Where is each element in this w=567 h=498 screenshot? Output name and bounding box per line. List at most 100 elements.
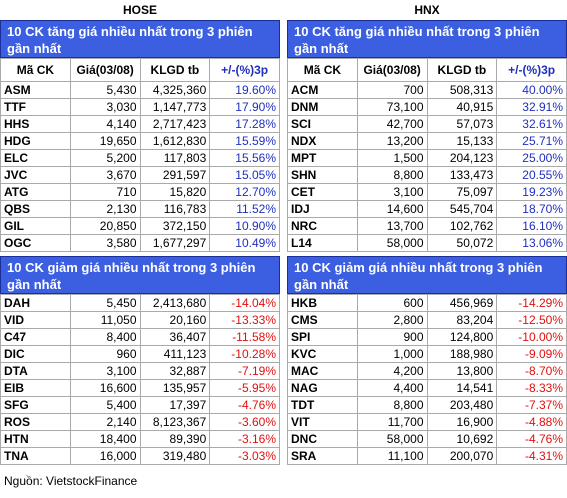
cell: 89,390 bbox=[139, 430, 211, 448]
cell: 2,130 bbox=[69, 200, 141, 218]
cell: 1,500 bbox=[356, 149, 428, 167]
cell: 2,717,423 bbox=[139, 115, 211, 133]
cell: 15,133 bbox=[426, 132, 498, 150]
table-row: ELC 5,200 117,803 15.56% bbox=[0, 149, 280, 167]
table-row: DTA 3,100 32,887 -7.19% bbox=[0, 362, 280, 380]
cell: 15.59% bbox=[209, 132, 280, 150]
table-row: NAG 4,400 14,541 -8.33% bbox=[287, 379, 567, 397]
cell: 5,400 bbox=[69, 396, 141, 414]
cell: 117,803 bbox=[139, 149, 211, 167]
cell: 15.56% bbox=[209, 149, 280, 167]
cell: 83,204 bbox=[426, 311, 498, 329]
table-row: NDX 13,200 15,133 25.71% bbox=[287, 132, 567, 150]
cell: CMS bbox=[287, 311, 358, 329]
table-row: C47 8,400 36,407 -11.58% bbox=[0, 328, 280, 346]
cell: 203,480 bbox=[426, 396, 498, 414]
cell: 14,541 bbox=[426, 379, 498, 397]
table-row: HTN 18,400 89,390 -3.16% bbox=[0, 430, 280, 448]
cell: 11.52% bbox=[209, 200, 280, 218]
cell: QBS bbox=[0, 200, 71, 218]
cell: EIB bbox=[0, 379, 71, 397]
cell: 116,783 bbox=[139, 200, 211, 218]
cell: TTF bbox=[0, 98, 71, 116]
cell: MAC bbox=[287, 362, 358, 380]
cell: 40,915 bbox=[426, 98, 498, 116]
cell: 16,900 bbox=[426, 413, 498, 431]
cell: 319,480 bbox=[139, 447, 211, 465]
cell: DNC bbox=[287, 430, 358, 448]
cell: 5,200 bbox=[69, 149, 141, 167]
table-row: TNA 16,000 319,480 -3.03% bbox=[0, 447, 280, 465]
cell: 20,160 bbox=[139, 311, 211, 329]
table-row: GIL 20,850 372,150 10.90% bbox=[0, 217, 280, 235]
table-row: VID 11,050 20,160 -13.33% bbox=[0, 311, 280, 329]
cell: 900 bbox=[356, 328, 428, 346]
cell: 3,100 bbox=[356, 183, 428, 201]
cell: 133,473 bbox=[426, 166, 498, 184]
cell: GIL bbox=[0, 217, 71, 235]
cell: -14.04% bbox=[209, 294, 280, 312]
table-row: MPT 1,500 204,123 25.00% bbox=[287, 149, 567, 167]
cell: 700 bbox=[356, 81, 428, 99]
cell: 3,030 bbox=[69, 98, 141, 116]
section-title: 10 CK tăng giá nhiều nhất trong 3 phiên … bbox=[0, 20, 280, 58]
cell: 13,200 bbox=[356, 132, 428, 150]
gainers-table: Mã CK Giá(03/08) KLGD tb +/-(%)3p ASM 5,430 4,… bbox=[0, 58, 280, 252]
cell: SRA bbox=[287, 447, 358, 465]
gainers-table: Mã CK Giá(03/08) KLGD tb +/-(%)3p ACM 700 508,… bbox=[287, 58, 567, 252]
cell: KVC bbox=[287, 345, 358, 363]
section-title: 10 CK tăng giá nhiều nhất trong 3 phiên … bbox=[287, 20, 567, 58]
cell: 124,800 bbox=[426, 328, 498, 346]
cell: 8,800 bbox=[356, 166, 428, 184]
cell: 4,140 bbox=[69, 115, 141, 133]
cell: NDX bbox=[287, 132, 358, 150]
table-row: ACM 700 508,313 40.00% bbox=[287, 81, 567, 99]
cell: 2,800 bbox=[356, 311, 428, 329]
cell: 32.91% bbox=[496, 98, 567, 116]
cell: 16,600 bbox=[69, 379, 141, 397]
cell: -4.76% bbox=[496, 430, 567, 448]
exchange-panel: HOSE 10 CK tăng giá nhiều nhất trong 3 ph… bbox=[0, 0, 280, 465]
cell: MPT bbox=[287, 149, 358, 167]
cell: -3.16% bbox=[209, 430, 280, 448]
column-header: Mã CK bbox=[287, 58, 358, 82]
cell: ATG bbox=[0, 183, 71, 201]
cell: 19,650 bbox=[69, 132, 141, 150]
table-row: JVC 3,670 291,597 15.05% bbox=[0, 166, 280, 184]
table-row: ROS 2,140 8,123,367 -3.60% bbox=[0, 413, 280, 431]
cell: L14 bbox=[287, 234, 358, 252]
cell: 15,820 bbox=[139, 183, 211, 201]
cell: SFG bbox=[0, 396, 71, 414]
source: Nguồn: VietstockFinance bbox=[4, 474, 138, 488]
cell: 1,612,830 bbox=[139, 132, 211, 150]
cell: ASM bbox=[0, 81, 71, 99]
cell: 2,140 bbox=[69, 413, 141, 431]
cell: NRC bbox=[287, 217, 358, 235]
cell: 11,700 bbox=[356, 413, 428, 431]
table-row: QBS 2,130 116,783 11.52% bbox=[0, 200, 280, 218]
cell: -7.19% bbox=[209, 362, 280, 380]
table-row: CMS 2,800 83,204 -12.50% bbox=[287, 311, 567, 329]
column-header: +/-(%)3p bbox=[209, 58, 280, 82]
cell: 1,147,773 bbox=[139, 98, 211, 116]
cell: 1,000 bbox=[356, 345, 428, 363]
table-row: DNC 58,000 10,692 -4.76% bbox=[287, 430, 567, 448]
cell: -14.29% bbox=[496, 294, 567, 312]
table-row: KVC 1,000 188,980 -9.09% bbox=[287, 345, 567, 363]
cell: HKB bbox=[287, 294, 358, 312]
cell: 17,397 bbox=[139, 396, 211, 414]
table-row: SFG 5,400 17,397 -4.76% bbox=[0, 396, 280, 414]
cell: 17.90% bbox=[209, 98, 280, 116]
cell: JVC bbox=[0, 166, 71, 184]
table-row: SRA 11,100 200,070 -4.31% bbox=[287, 447, 567, 465]
cell: -10.28% bbox=[209, 345, 280, 363]
cell: 200,070 bbox=[426, 447, 498, 465]
column-header: KLGD tb bbox=[139, 58, 211, 82]
cell: 10,692 bbox=[426, 430, 498, 448]
table-row: HDG 19,650 1,612,830 15.59% bbox=[0, 132, 280, 150]
table-row: ATG 710 15,820 12.70% bbox=[0, 183, 280, 201]
cell: 11,100 bbox=[356, 447, 428, 465]
cell: VIT bbox=[287, 413, 358, 431]
cell: 3,100 bbox=[69, 362, 141, 380]
cell: ELC bbox=[0, 149, 71, 167]
